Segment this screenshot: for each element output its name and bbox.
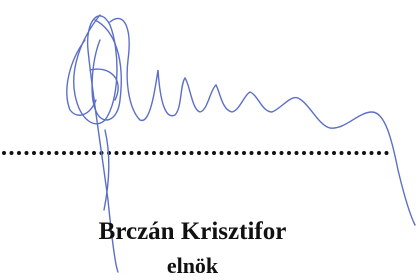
- signer-title: elnök: [0, 253, 385, 279]
- page: Brczán Krisztifor elnök: [0, 0, 419, 280]
- signer-name: Brczán Krisztifor: [0, 218, 385, 246]
